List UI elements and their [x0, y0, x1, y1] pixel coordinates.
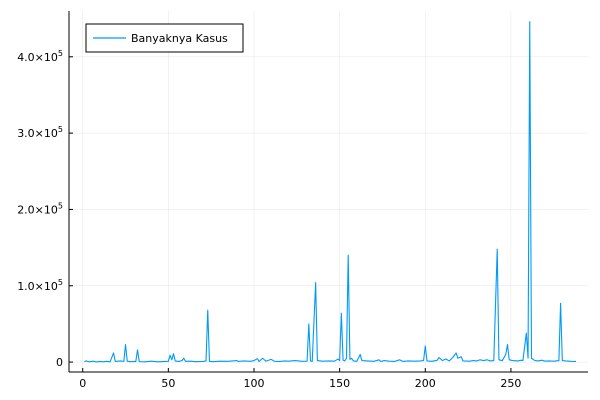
- x-axis-ticks: 0 50 100 150 200 250: [79, 368, 521, 390]
- grid-lines: [69, 11, 588, 372]
- y-tick-label-4: 4.0×105: [17, 49, 63, 64]
- axes: [68, 11, 588, 373]
- x-tick-label-0: 0: [79, 377, 86, 390]
- y-tick-label-3: 3.0×105: [17, 125, 63, 140]
- x-tick-label-3: 150: [329, 377, 350, 390]
- y-tick-label-2: 2.0×105: [17, 201, 63, 216]
- x-tick-label-1: 50: [161, 377, 175, 390]
- y-axis-ticks: 0 1.0×105 2.0×105 3.0×105 4.0×105: [17, 49, 73, 369]
- x-tick-label-2: 100: [243, 377, 264, 390]
- legend-label: Banyaknya Kasus: [131, 32, 228, 45]
- legend: Banyaknya Kasus: [85, 23, 244, 53]
- y-tick-label-1: 1.0×105: [17, 278, 63, 293]
- y-tick-label-0: 0: [56, 356, 63, 369]
- series-line-0: [84, 21, 577, 363]
- x-tick-label-5: 250: [500, 377, 521, 390]
- x-tick-label-4: 200: [415, 377, 436, 390]
- series-group: [84, 21, 577, 363]
